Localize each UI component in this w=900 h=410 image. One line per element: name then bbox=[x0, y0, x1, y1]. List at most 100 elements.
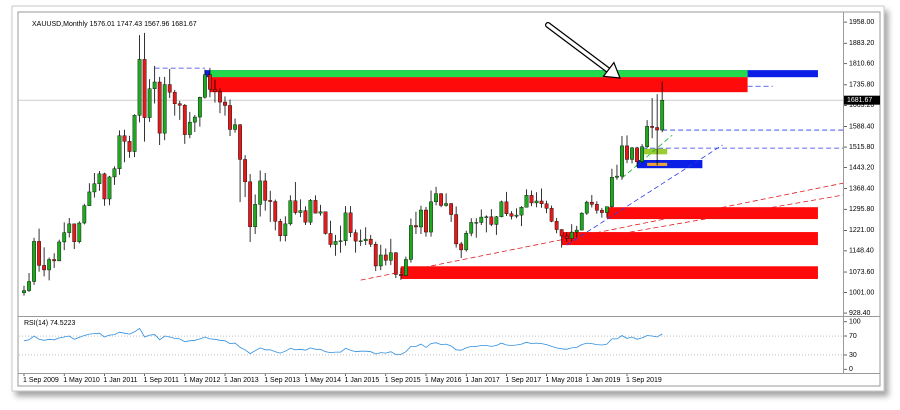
candle-body bbox=[122, 135, 127, 142]
x-tick-label: 1 May 2014 bbox=[304, 377, 341, 384]
candle-body bbox=[32, 241, 36, 282]
candle-body bbox=[363, 238, 368, 242]
arrow-head bbox=[602, 61, 621, 79]
candle-body bbox=[554, 221, 559, 230]
candle-body bbox=[635, 147, 639, 162]
x-tick-label: 1 May 2016 bbox=[425, 377, 462, 384]
x-tick-label: 1 May 2018 bbox=[546, 377, 583, 384]
x-tick-label: 1 Jan 2011 bbox=[103, 377, 137, 384]
candle-body bbox=[605, 206, 609, 213]
candle-body bbox=[610, 177, 614, 207]
candle-body bbox=[167, 84, 172, 93]
y-tick-label: 928.40 bbox=[849, 310, 871, 317]
arrow-annotation bbox=[545, 22, 621, 79]
last-close: 1681.67 bbox=[171, 21, 196, 28]
x-tick-label: 1 Jan 2019 bbox=[586, 377, 621, 384]
candle-body bbox=[579, 212, 584, 231]
candle-body bbox=[258, 180, 263, 205]
candle-body bbox=[434, 193, 438, 203]
candle-body bbox=[378, 254, 383, 267]
candle-body bbox=[419, 209, 423, 228]
candle-body bbox=[569, 231, 574, 239]
y-tick-label: 1073.60 bbox=[849, 269, 874, 276]
rsi-name: RSI(14) bbox=[24, 320, 48, 327]
candle-body bbox=[398, 274, 403, 276]
rsi-header: RSI(14) 74.5223 bbox=[24, 320, 75, 327]
candle-body bbox=[308, 200, 313, 223]
chart-window bbox=[17, 11, 881, 387]
y-tick-label: 1148.40 bbox=[849, 248, 874, 255]
candle-body bbox=[182, 104, 187, 135]
candle-body bbox=[57, 241, 62, 262]
candle-body bbox=[72, 223, 77, 242]
candle-body bbox=[474, 222, 479, 224]
candle-body bbox=[263, 180, 268, 201]
candle-body bbox=[102, 173, 107, 200]
candle-body bbox=[368, 238, 373, 245]
candle-body bbox=[549, 208, 554, 222]
candle-body bbox=[112, 168, 117, 178]
y-tick-label: 1221.00 bbox=[849, 227, 874, 234]
zone bbox=[561, 232, 818, 246]
candle-body bbox=[373, 244, 378, 267]
candle-body bbox=[343, 212, 348, 242]
zone bbox=[606, 207, 818, 220]
candle-body bbox=[348, 212, 353, 233]
x-tick-label: 1 Sep 2017 bbox=[505, 377, 541, 384]
trend-line bbox=[360, 182, 843, 281]
candle-body bbox=[564, 235, 569, 239]
candle-body bbox=[393, 252, 398, 275]
arrow-shaft bbox=[546, 23, 610, 72]
rsi-tick-label: 100 bbox=[849, 319, 861, 326]
candle-body bbox=[107, 176, 112, 200]
candle-body bbox=[494, 216, 499, 225]
candle-body bbox=[630, 147, 634, 160]
candle-body bbox=[132, 115, 137, 152]
candle-body bbox=[218, 91, 222, 103]
candle-body bbox=[484, 216, 489, 218]
candle-body bbox=[353, 232, 358, 242]
candle-body bbox=[248, 181, 253, 227]
candle-body bbox=[660, 99, 665, 131]
candle-body bbox=[424, 209, 428, 233]
candle-body bbox=[62, 232, 67, 243]
candle-body bbox=[82, 205, 87, 224]
x-tick-label: 1 Sep 2013 bbox=[264, 377, 300, 384]
candle-body bbox=[559, 229, 564, 237]
trend-line bbox=[566, 194, 843, 244]
x-tick-label: 1 Jan 2017 bbox=[465, 377, 500, 384]
candle-body bbox=[444, 203, 448, 206]
candle-body bbox=[67, 223, 72, 233]
zone bbox=[400, 266, 818, 279]
candle-body bbox=[303, 210, 308, 223]
candle-body bbox=[313, 200, 318, 214]
candle-body bbox=[137, 59, 142, 116]
candle-body bbox=[625, 145, 629, 160]
candle-body bbox=[328, 233, 333, 245]
y-tick-label: 1001.00 bbox=[849, 289, 874, 296]
candle-body bbox=[524, 195, 529, 208]
candle-body bbox=[388, 252, 393, 261]
y-tick-label: 1515.80 bbox=[849, 144, 874, 151]
y-tick-label: 1588.40 bbox=[849, 123, 874, 130]
rsi-tick-label: 0 bbox=[849, 366, 853, 373]
candle-body bbox=[514, 214, 519, 217]
x-tick-label: 1 Sep 2009 bbox=[23, 377, 59, 384]
zone bbox=[637, 160, 703, 169]
trend-line bbox=[566, 144, 723, 246]
x-tick-label: 1 Sep 2015 bbox=[385, 377, 421, 384]
candle-body bbox=[499, 201, 504, 218]
candle-body bbox=[298, 210, 303, 213]
candle-body bbox=[273, 201, 278, 222]
last-open: 1576.01 bbox=[90, 21, 115, 28]
zone bbox=[209, 77, 748, 93]
candle-body bbox=[97, 173, 102, 184]
candle-body bbox=[650, 126, 655, 128]
candle-body bbox=[504, 201, 509, 214]
candle-body bbox=[469, 222, 474, 234]
candle-body bbox=[117, 135, 122, 169]
candle-body bbox=[459, 243, 464, 251]
candle-body bbox=[414, 225, 418, 228]
candle-body bbox=[615, 175, 619, 178]
